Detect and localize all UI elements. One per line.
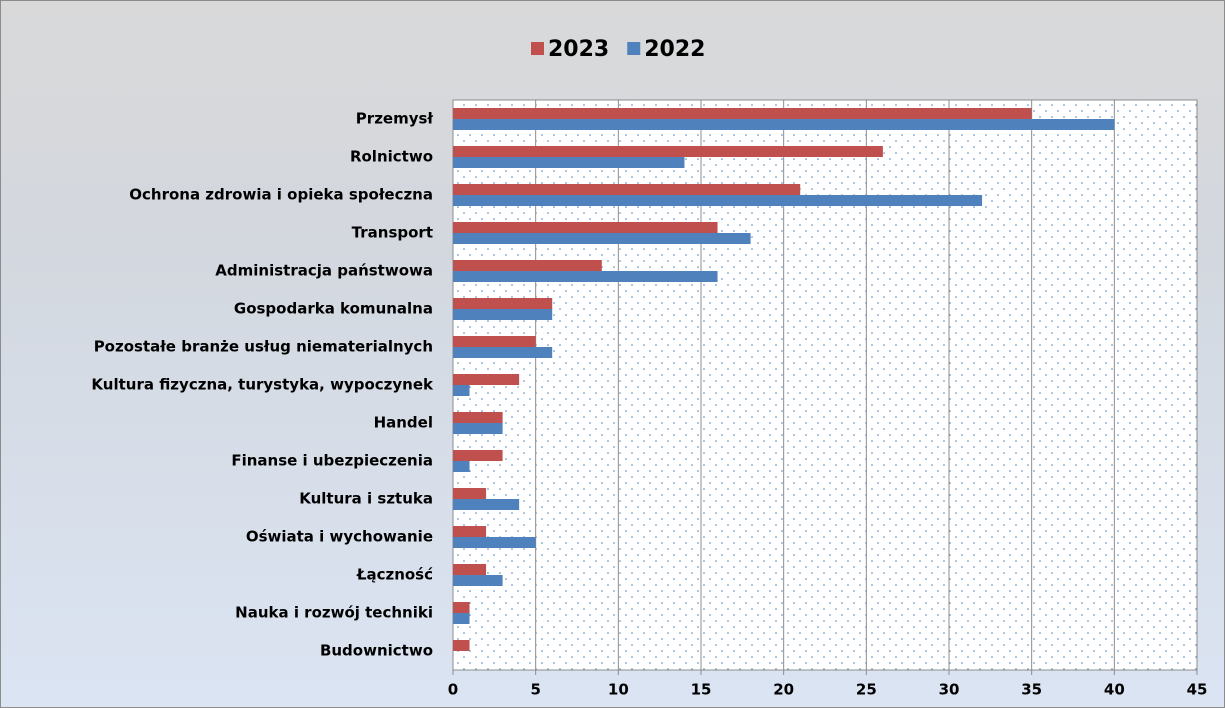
x-tick-label: 35: [1021, 681, 1042, 699]
bar: [453, 195, 983, 206]
bar: [453, 108, 1032, 119]
y-tick-label: Kultura i sztuka: [299, 490, 433, 508]
legend-label: 2023: [548, 37, 609, 62]
bar: [453, 412, 503, 423]
bar: [453, 222, 718, 233]
bar: [453, 347, 553, 358]
x-tick-label: 45: [1187, 681, 1208, 699]
x-tick-label: 30: [939, 681, 960, 699]
bar: [453, 233, 751, 244]
bar: [453, 450, 503, 461]
y-tick-label: Finanse i ubezpieczenia: [231, 452, 433, 470]
x-tick-label: 20: [773, 681, 794, 699]
y-tick-label: Handel: [374, 414, 433, 432]
bar: [453, 157, 685, 168]
bar: [453, 271, 718, 282]
y-tick-label: Przemysł: [356, 110, 434, 128]
bar: [453, 119, 1115, 130]
y-tick-label: Transport: [352, 224, 433, 242]
y-tick-label: Łączność: [356, 566, 433, 584]
bar: [453, 298, 553, 309]
bar: [453, 336, 536, 347]
y-tick-label: Budownictwo: [320, 642, 433, 660]
x-tick-label: 10: [608, 681, 629, 699]
legend-swatch: [531, 42, 544, 55]
legend-label: 2022: [644, 37, 705, 62]
bar: [453, 640, 470, 651]
x-tick-label: 5: [530, 681, 540, 699]
x-tick-label: 0: [448, 681, 458, 699]
bar: [453, 575, 503, 586]
y-tick-label: Oświata i wychowanie: [246, 528, 433, 546]
bar: [453, 374, 520, 385]
y-tick-label: Nauka i rozwój techniki: [235, 604, 433, 622]
bar: [453, 260, 602, 271]
bar: [453, 184, 801, 195]
bar: [453, 385, 470, 396]
legend-swatch: [627, 42, 641, 55]
bar: [453, 613, 470, 624]
y-tick-label: Kultura fizyczna, turystyka, wypoczynek: [91, 376, 434, 394]
y-tick-label: Pozostałe branże usług niematerialnych: [94, 338, 433, 356]
x-tick-label: 15: [691, 681, 712, 699]
bar: [453, 488, 487, 499]
bar: [453, 309, 553, 320]
y-tick-label: Gospodarka komunalna: [234, 300, 433, 318]
bar: [453, 537, 536, 548]
y-tick-label: Ochrona zdrowia i opieka społeczna: [129, 186, 433, 204]
bar: [453, 146, 883, 157]
bar: [453, 564, 487, 575]
x-tick-label: 40: [1104, 681, 1125, 699]
x-tick-label: 25: [856, 681, 877, 699]
y-tick-label: Administracja państwowa: [215, 262, 433, 280]
bar: [453, 526, 487, 537]
bar: [453, 499, 520, 510]
bar: [453, 461, 470, 472]
bar: [453, 423, 503, 434]
bar: [453, 602, 470, 613]
y-tick-label: Rolnictwo: [350, 148, 433, 166]
